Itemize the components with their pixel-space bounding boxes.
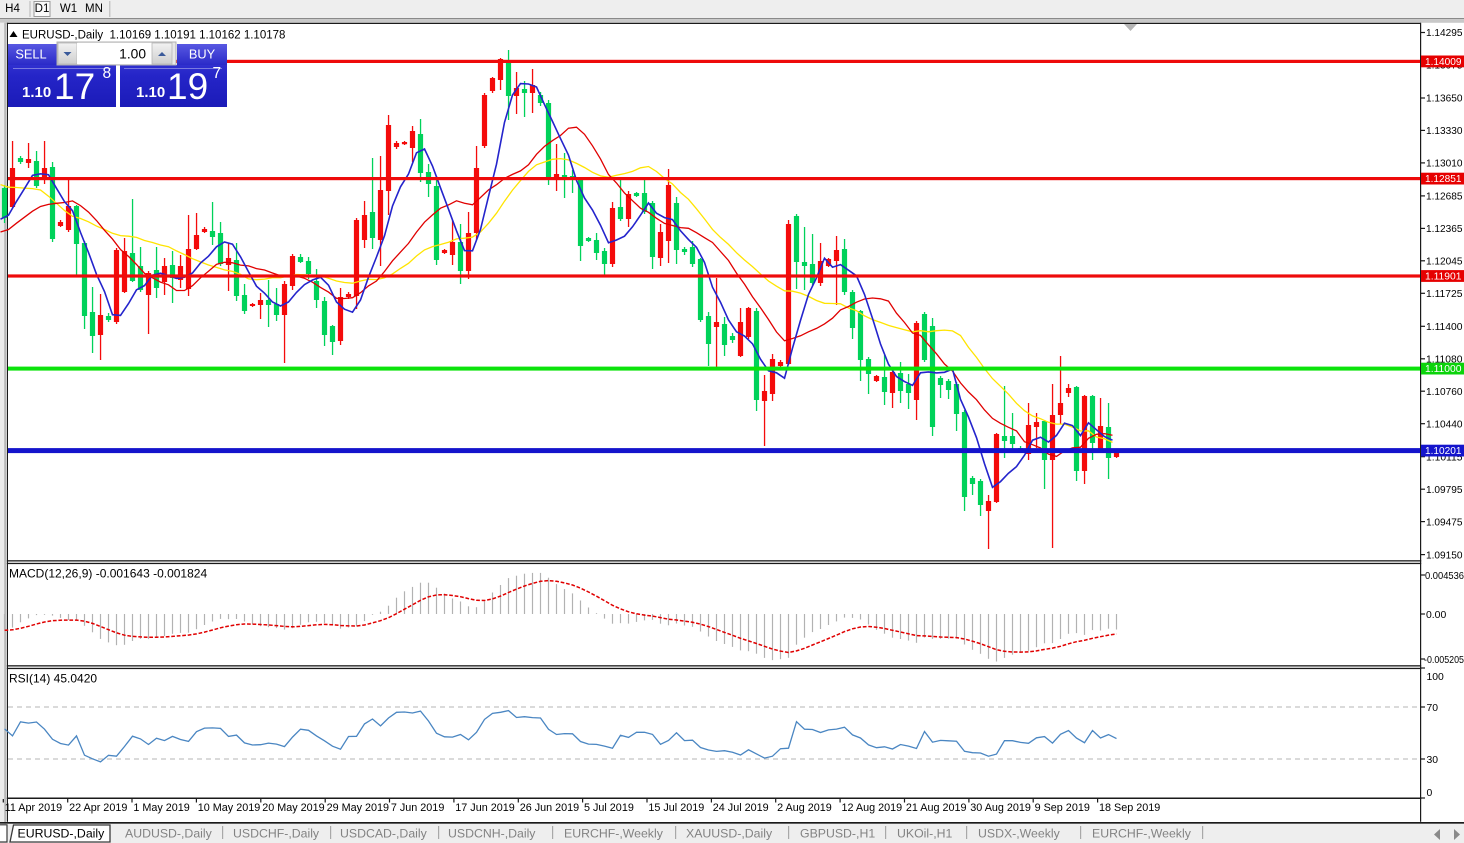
svg-text:1.11725: 1.11725 <box>1426 289 1463 300</box>
svg-text:BUY: BUY <box>189 47 216 62</box>
svg-text:D1: D1 <box>35 3 50 15</box>
svg-text:10 May 2019: 10 May 2019 <box>198 802 260 814</box>
svg-text:EURUSD-,Daily 1.10169 1.10191: EURUSD-,Daily 1.10169 1.10191 1.10162 1.… <box>22 30 285 42</box>
svg-text:1.12365: 1.12365 <box>1426 224 1463 235</box>
svg-text:8: 8 <box>103 65 112 82</box>
svg-text:11 Apr 2019: 11 Apr 2019 <box>5 802 62 814</box>
svg-text:24 Jul 2019: 24 Jul 2019 <box>713 802 769 814</box>
svg-text:2 Aug 2019: 2 Aug 2019 <box>777 802 832 814</box>
svg-text:20 May 2019: 20 May 2019 <box>262 802 324 814</box>
svg-text:70: 70 <box>1427 703 1439 714</box>
svg-text:MN: MN <box>85 3 103 15</box>
svg-text:W1: W1 <box>60 3 77 15</box>
svg-text:USDX-,Weekly: USDX-,Weekly <box>978 827 1061 841</box>
svg-text:17: 17 <box>54 66 95 107</box>
svg-text:1.11080: 1.11080 <box>1426 355 1463 366</box>
svg-text:1.11400: 1.11400 <box>1426 322 1463 333</box>
svg-text:1.12851: 1.12851 <box>1425 174 1462 185</box>
svg-text:1.09475: 1.09475 <box>1426 517 1463 528</box>
svg-text:17 Jun 2019: 17 Jun 2019 <box>455 802 514 814</box>
svg-text:1.10760: 1.10760 <box>1426 387 1463 398</box>
svg-text:MACD(12,26,9) -0.001643 -0.001: MACD(12,26,9) -0.001643 -0.001824 <box>9 567 207 581</box>
svg-text:1.10: 1.10 <box>136 84 165 101</box>
svg-text:7 Jun 2019: 7 Jun 2019 <box>391 802 444 814</box>
svg-text:EURUSD-,Daily: EURUSD-,Daily <box>18 827 106 841</box>
svg-text:1.13010: 1.13010 <box>1426 159 1463 170</box>
svg-text:1.10115: 1.10115 <box>1426 452 1463 463</box>
svg-text:22 Apr 2019: 22 Apr 2019 <box>69 802 127 814</box>
svg-text:RSI(14) 45.0420: RSI(14) 45.0420 <box>9 672 97 686</box>
svg-text:0.00: 0.00 <box>1426 610 1446 621</box>
svg-text:26 Jun 2019: 26 Jun 2019 <box>520 802 579 814</box>
svg-text:AUDUSD-,Daily: AUDUSD-,Daily <box>125 827 213 841</box>
svg-text:1.12685: 1.12685 <box>1426 192 1463 203</box>
svg-text:1.10201: 1.10201 <box>1425 446 1462 457</box>
svg-text:XAUUSD-,Daily: XAUUSD-,Daily <box>686 827 773 841</box>
svg-text:30 Aug 2019: 30 Aug 2019 <box>970 802 1031 814</box>
svg-text:18 Sep 2019: 18 Sep 2019 <box>1099 802 1160 814</box>
svg-text:USDCNH-,Daily: USDCNH-,Daily <box>448 827 536 841</box>
svg-text:1.13330: 1.13330 <box>1426 126 1463 137</box>
svg-text:21 Aug 2019: 21 Aug 2019 <box>906 802 967 814</box>
svg-text:1 May 2019: 1 May 2019 <box>133 802 189 814</box>
svg-text:15 Jul 2019: 15 Jul 2019 <box>648 802 704 814</box>
svg-text:0.004536: 0.004536 <box>1425 571 1464 582</box>
svg-text:1.14295: 1.14295 <box>1426 28 1463 39</box>
svg-text:1.00: 1.00 <box>119 47 146 62</box>
svg-text:EURCHF-,Weekly: EURCHF-,Weekly <box>564 827 664 841</box>
svg-text:12 Aug 2019: 12 Aug 2019 <box>842 802 903 814</box>
svg-text:30: 30 <box>1427 755 1439 766</box>
svg-text:5 Jul 2019: 5 Jul 2019 <box>584 802 634 814</box>
svg-text:19: 19 <box>167 66 208 107</box>
svg-text:USDCAD-,Daily: USDCAD-,Daily <box>340 827 428 841</box>
svg-text:UKOil-,H1: UKOil-,H1 <box>897 827 953 841</box>
svg-text:1.09795: 1.09795 <box>1426 485 1463 496</box>
svg-text:USDCHF-,Daily: USDCHF-,Daily <box>233 827 320 841</box>
svg-text:0: 0 <box>1427 788 1433 799</box>
svg-text:SELL: SELL <box>15 47 46 62</box>
svg-text:EURCHF-,Weekly: EURCHF-,Weekly <box>1092 827 1192 841</box>
svg-text:9 Sep 2019: 9 Sep 2019 <box>1035 802 1090 814</box>
svg-text:1.10440: 1.10440 <box>1426 419 1463 430</box>
svg-text:29 May 2019: 29 May 2019 <box>327 802 389 814</box>
svg-text:-0.005205: -0.005205 <box>1424 655 1464 666</box>
svg-text:GBPUSD-,H1: GBPUSD-,H1 <box>800 827 875 841</box>
svg-text:1.11901: 1.11901 <box>1425 272 1462 283</box>
svg-text:100: 100 <box>1427 672 1445 683</box>
svg-text:1.11000: 1.11000 <box>1425 364 1462 375</box>
svg-text:1.12045: 1.12045 <box>1426 257 1463 268</box>
svg-text:1.14009: 1.14009 <box>1425 57 1462 68</box>
svg-text:1.09150: 1.09150 <box>1426 550 1463 561</box>
svg-text:1.10: 1.10 <box>22 84 51 101</box>
svg-text:7: 7 <box>213 65 222 82</box>
svg-text:1.13650: 1.13650 <box>1426 94 1463 105</box>
svg-text:H4: H4 <box>5 3 20 15</box>
